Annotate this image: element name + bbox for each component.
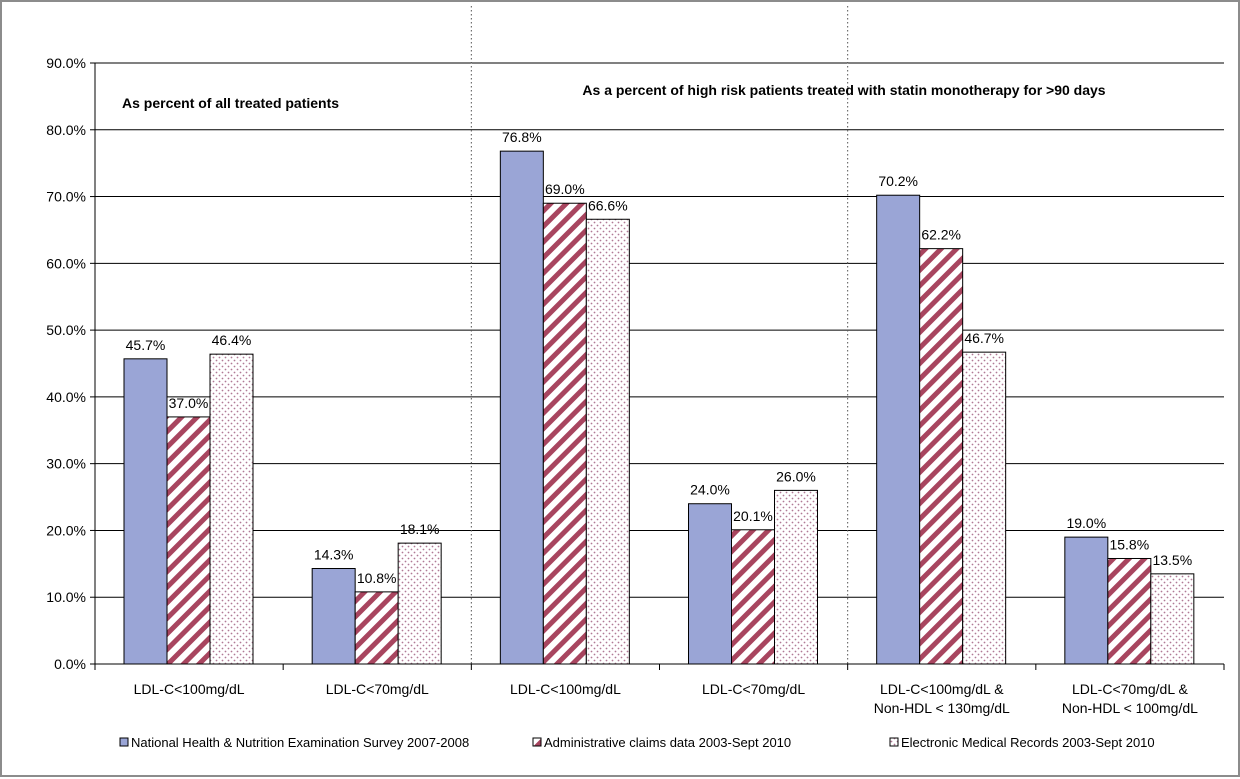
y-tick-label: 0.0% bbox=[54, 656, 86, 672]
y-tick-label: 20.0% bbox=[46, 522, 86, 538]
legend: National Health & Nutrition Examination … bbox=[119, 735, 1155, 750]
data-label: 13.5% bbox=[1152, 552, 1192, 568]
bar bbox=[731, 529, 775, 665]
category-label: LDL-C<100mg/dL bbox=[134, 681, 245, 697]
data-label: 24.0% bbox=[690, 482, 730, 498]
data-label: 18.1% bbox=[400, 521, 440, 537]
category-label: LDL-C<100mg/dL & bbox=[880, 681, 1004, 697]
data-label: 37.0% bbox=[169, 395, 209, 411]
data-label: 20.1% bbox=[733, 508, 773, 524]
data-label: 26.0% bbox=[776, 468, 816, 484]
category-label: Non-HDL < 130mg/dL bbox=[874, 700, 1010, 716]
data-label: 15.8% bbox=[1109, 536, 1149, 552]
bar bbox=[1150, 573, 1195, 665]
y-tick-label: 30.0% bbox=[46, 456, 86, 472]
legend-label: Administrative claims data 2003-Sept 201… bbox=[544, 735, 791, 750]
data-label: 62.2% bbox=[921, 227, 961, 243]
category-label: LDL-C<70mg/dL bbox=[702, 681, 805, 697]
bar bbox=[397, 542, 442, 665]
data-label: 69.0% bbox=[545, 181, 585, 197]
bar bbox=[688, 503, 732, 665]
y-tick-label: 90.0% bbox=[46, 55, 86, 71]
y-tick-label: 80.0% bbox=[46, 122, 86, 138]
y-tick-label: 60.0% bbox=[46, 255, 86, 271]
data-label: 46.7% bbox=[964, 330, 1004, 346]
data-label: 14.3% bbox=[314, 547, 354, 563]
y-tick-label: 50.0% bbox=[46, 322, 86, 338]
axis-layer: 0.0% 10.0% 20.0% 30.0% 40.0% 50.0% 60.0% 70.0% 8… bbox=[46, 55, 1225, 716]
bar bbox=[876, 194, 921, 665]
data-label: 10.8% bbox=[357, 570, 397, 586]
category-label: LDL-C<70mg/dL & bbox=[1072, 681, 1188, 697]
category-label: LDL-C<100mg/dL bbox=[510, 681, 621, 697]
label-layer: 45.7% 14.3% 76.8% 24.0% 70.2% 19.0% 37.0% 10.8%… bbox=[122, 82, 1192, 586]
bar bbox=[166, 416, 211, 665]
y-tick-label: 40.0% bbox=[46, 389, 86, 405]
bar bbox=[311, 568, 356, 665]
data-label: 19.0% bbox=[1066, 515, 1106, 531]
bar bbox=[1107, 557, 1152, 665]
bar bbox=[774, 489, 818, 665]
legend-label: National Health & Nutrition Examination … bbox=[131, 735, 469, 750]
y-tick-label: 70.0% bbox=[46, 189, 86, 205]
data-label: 45.7% bbox=[126, 337, 166, 353]
legend-swatch bbox=[532, 737, 542, 747]
data-label: 46.4% bbox=[212, 332, 252, 348]
bar bbox=[499, 150, 544, 665]
data-label: 66.6% bbox=[588, 197, 628, 213]
bar bbox=[919, 248, 964, 665]
y-tick-label: 10.0% bbox=[46, 589, 86, 605]
bar bbox=[1064, 536, 1109, 665]
bar bbox=[123, 358, 168, 665]
category-label: LDL-C<70mg/dL bbox=[326, 681, 429, 697]
legend-swatch bbox=[889, 737, 899, 747]
annotation-text: As percent of all treated patients bbox=[122, 95, 339, 111]
annotation-text: As a percent of high risk patients treat… bbox=[582, 82, 1105, 98]
legend-swatch bbox=[119, 737, 129, 747]
category-label: Non-HDL < 100mg/dL bbox=[1062, 700, 1198, 716]
bar bbox=[209, 353, 254, 665]
legend-label: Electronic Medical Records 2003-Sept 201… bbox=[901, 735, 1155, 750]
grid-layer bbox=[95, 6, 1224, 664]
bar-layer bbox=[123, 150, 1195, 665]
bar bbox=[354, 591, 399, 665]
bar bbox=[585, 218, 630, 665]
bar bbox=[962, 351, 1007, 665]
bar bbox=[542, 202, 587, 665]
data-label: 70.2% bbox=[878, 173, 918, 189]
data-label: 76.8% bbox=[502, 129, 542, 145]
